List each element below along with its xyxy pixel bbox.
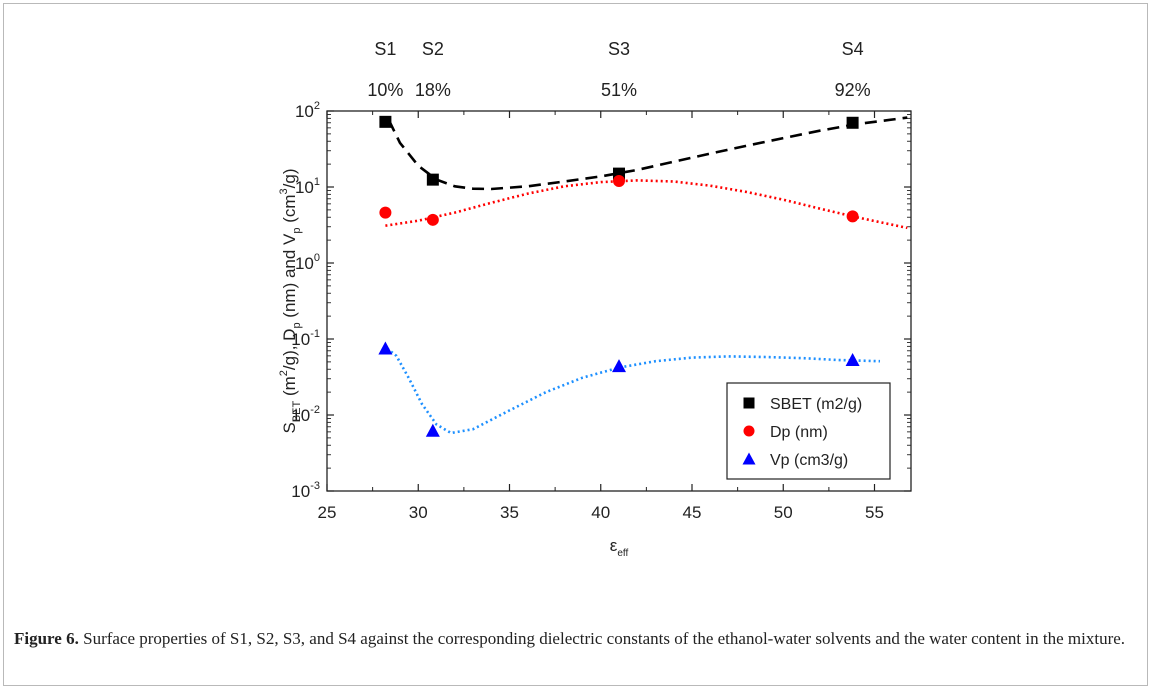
- data-point-series-2: [426, 213, 439, 226]
- top-water-label: 51%: [601, 80, 637, 100]
- top-sample-label: S3: [608, 39, 630, 59]
- figure-label: Figure 6.: [14, 629, 79, 648]
- x-tick-label: 40: [591, 503, 610, 522]
- top-water-label: 10%: [367, 80, 403, 100]
- x-tick-label: 55: [865, 503, 884, 522]
- y-tick-label: 100: [295, 252, 320, 273]
- x-tick-label: 50: [774, 503, 793, 522]
- y-tick-label: 10-2: [291, 404, 320, 425]
- fit-curve-series-3: [386, 347, 881, 435]
- legend-marker: [743, 397, 755, 409]
- data-point-series-3: [612, 359, 626, 373]
- figure-frame: [3, 3, 1148, 686]
- x-axis-label: εeff: [610, 536, 629, 559]
- data-point-series-1: [379, 115, 392, 128]
- top-sample-label: S2: [422, 39, 444, 59]
- y-tick-label: 10-3: [291, 480, 320, 501]
- data-point-series-3: [425, 423, 440, 437]
- y-tick-label: 102: [295, 100, 320, 121]
- figure-caption: Figure 6. Surface properties of S1, S2, …: [14, 627, 1134, 650]
- x-tick-label: 25: [318, 503, 337, 522]
- top-sample-label: S1: [374, 39, 396, 59]
- data-point-series-1: [846, 116, 859, 129]
- y-tick-label: 10-1: [291, 328, 320, 349]
- data-point-series-2: [379, 206, 392, 219]
- data-point-series-2: [846, 210, 859, 223]
- legend-label: SBET (m2/g): [770, 396, 862, 413]
- x-tick-label: 30: [409, 503, 428, 522]
- x-tick-label: 45: [683, 503, 702, 522]
- top-water-label: 92%: [835, 80, 871, 100]
- chart: 25 30 35 40 45 50 55 10-3 10-2 10-1 100 101 102 εeff S…: [278, 39, 912, 559]
- legend-marker: [743, 425, 755, 437]
- plot-frame: [326, 110, 912, 492]
- fit-curve-series-1: [387, 116, 908, 191]
- legend-label: Vp (cm3/g): [770, 452, 848, 469]
- legend-label: Dp (nm): [770, 424, 828, 441]
- figure-caption-text: Surface properties of S1, S2, S3, and S4…: [83, 629, 1126, 648]
- data-point-series-1: [426, 173, 439, 186]
- y-tick-label: 101: [295, 176, 320, 197]
- legend-marker: [742, 452, 756, 465]
- x-tick-label: 35: [500, 503, 519, 522]
- top-sample-label: S4: [842, 39, 864, 59]
- data-point-series-3: [378, 341, 393, 355]
- fit-curve-series-2: [385, 179, 908, 230]
- top-water-label: 18%: [415, 80, 451, 100]
- data-point-series-2: [613, 174, 625, 187]
- data-point-series-3: [845, 352, 860, 366]
- y-axis-label: SBET (m2/g), Dp (nm) and Vp (cm3/g): [278, 168, 303, 433]
